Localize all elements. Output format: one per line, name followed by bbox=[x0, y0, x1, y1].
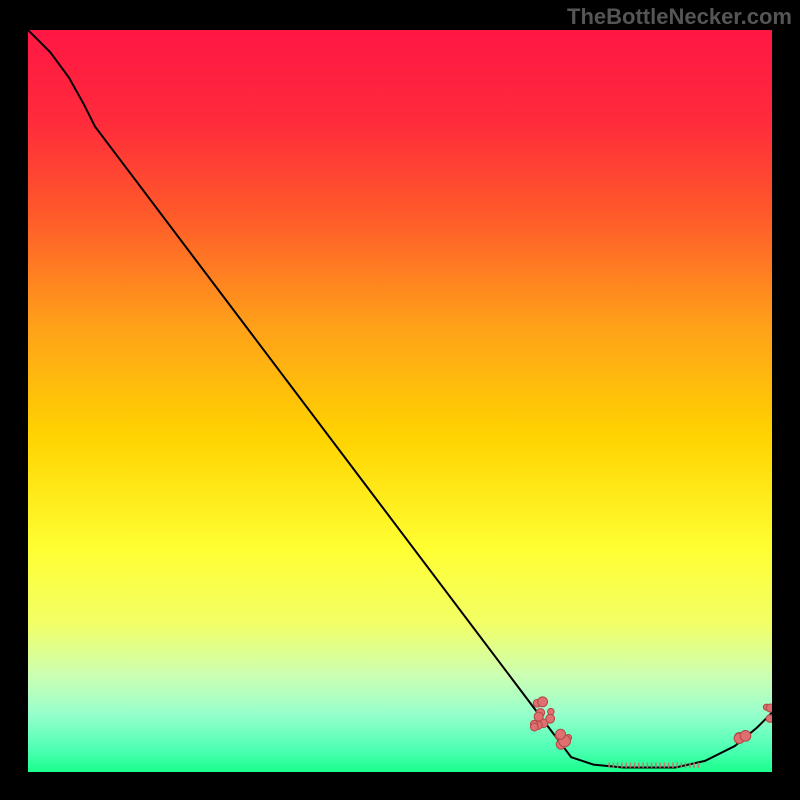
chart-container: TheBottleNecker.com bbox=[0, 0, 800, 800]
marker-dot bbox=[766, 704, 772, 712]
plot-svg bbox=[28, 30, 772, 772]
marker-dot bbox=[538, 697, 548, 707]
marker-dot bbox=[534, 712, 543, 721]
marker-dot bbox=[740, 731, 751, 742]
marker-dot bbox=[546, 714, 555, 723]
gradient-background bbox=[28, 30, 772, 772]
watermark-text: TheBottleNecker.com bbox=[567, 4, 792, 30]
marker-dot bbox=[530, 723, 538, 731]
marker-dot bbox=[766, 715, 772, 722]
marker-dot bbox=[556, 729, 566, 739]
plot-area bbox=[28, 30, 772, 772]
